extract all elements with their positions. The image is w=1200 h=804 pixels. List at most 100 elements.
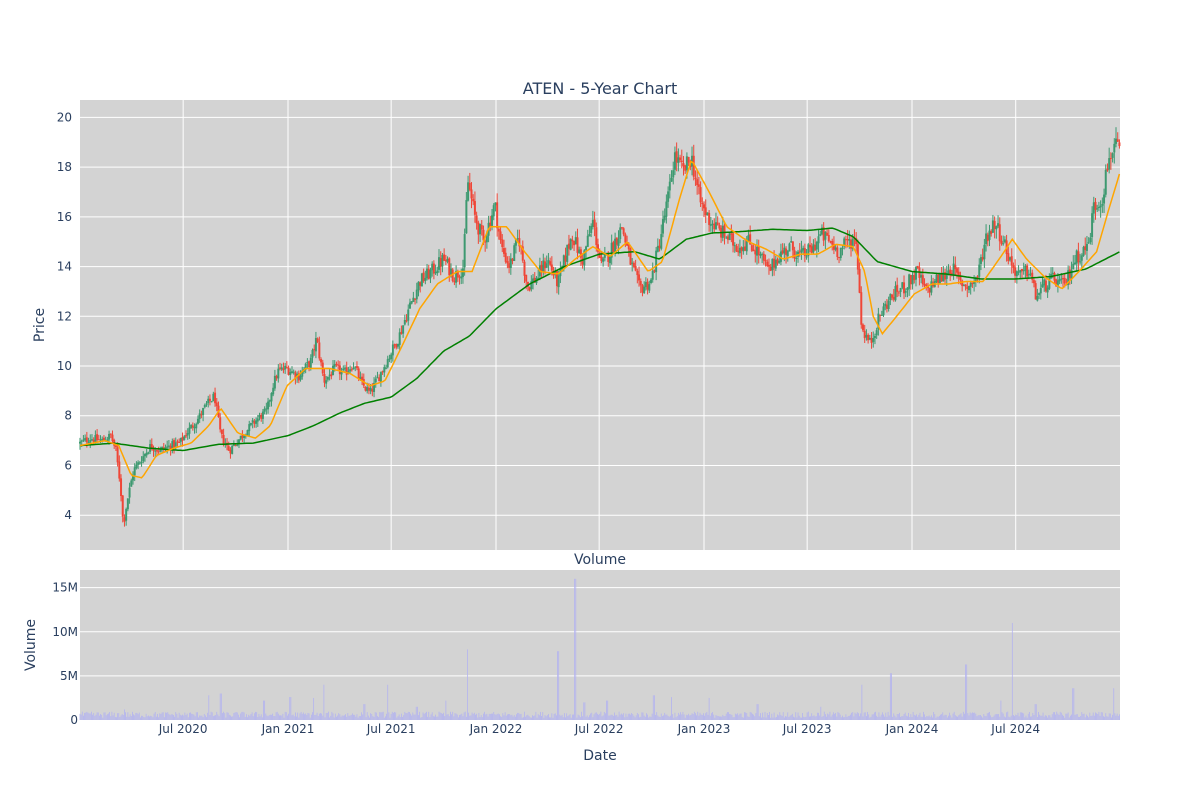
volume-bar-290	[410, 713, 411, 720]
volume-bar-121	[217, 714, 219, 720]
volume-bar-574	[733, 717, 735, 720]
volume-bar-29	[112, 715, 114, 720]
volume-bar-469	[614, 712, 615, 720]
volume-bar-214	[323, 684, 325, 720]
volume-bar-661	[832, 712, 834, 720]
volume-bar-541	[696, 715, 697, 720]
candle-body-119	[282, 368, 285, 371]
candle-82	[219, 413, 222, 433]
volume-bar-665	[837, 711, 839, 720]
candle-body-366	[704, 207, 707, 216]
candle-338	[656, 238, 659, 253]
volume-bar-145	[244, 716, 246, 720]
volume-bar-791	[981, 716, 982, 720]
candle-477	[894, 281, 897, 302]
candle-556	[1029, 266, 1032, 277]
volume-bar-373	[504, 712, 506, 720]
candle-581	[1072, 255, 1075, 270]
candle-389	[744, 238, 747, 252]
candle-body-354	[684, 165, 687, 171]
volume-bar-175	[279, 715, 280, 720]
candle-body-74	[205, 403, 208, 405]
candle-body-55	[173, 440, 176, 448]
volume-bar-149	[249, 715, 251, 720]
candle-545	[1010, 248, 1013, 274]
volume-bar-414	[551, 713, 553, 720]
volume-bar-359	[488, 713, 490, 720]
candle-body-340	[660, 234, 663, 249]
candle-body-447	[843, 238, 846, 247]
volume-bar-314	[437, 716, 439, 720]
x-tick-6: Jul 2023	[782, 722, 832, 736]
candle-body-232	[475, 215, 478, 224]
candle-92	[236, 439, 239, 447]
candle-305	[600, 250, 603, 264]
candle-body-204	[427, 268, 430, 280]
x-tick-7: Jan 2024	[885, 722, 939, 736]
candle-470	[882, 302, 885, 317]
volume-bar-375	[506, 714, 508, 720]
candle-body-219	[453, 280, 456, 283]
volume-bar-807	[999, 716, 1001, 720]
volume-bar-92	[184, 712, 186, 720]
volume-bar-313	[436, 716, 438, 720]
volume-bar-118	[214, 715, 215, 720]
candle-403	[767, 258, 770, 275]
candle-79	[214, 387, 217, 407]
volume-bar-640	[809, 716, 810, 720]
volume-bar-296	[416, 706, 418, 720]
volume-bar-517	[668, 716, 670, 720]
candle-219	[453, 277, 456, 286]
volume-bar-407	[543, 717, 545, 720]
volume-bar-141	[240, 713, 242, 720]
candle-body-295	[583, 250, 586, 266]
volume-bar-833	[1028, 712, 1030, 720]
candle-body-485	[908, 274, 911, 289]
candle-472	[885, 298, 888, 313]
volume-bar-587	[748, 717, 750, 720]
candle-370	[711, 220, 714, 234]
volume-bar-689	[864, 712, 866, 720]
candle-49	[162, 443, 165, 453]
candle-138	[314, 331, 317, 359]
candle-body-459	[863, 330, 866, 339]
candle-body-334	[650, 279, 653, 284]
volume-bar-197	[304, 714, 305, 720]
candle-body-588	[1084, 246, 1087, 251]
candle-body-77	[210, 401, 213, 403]
candle-88	[229, 447, 232, 459]
candle-604	[1111, 152, 1114, 163]
volume-bar-853	[1051, 714, 1053, 720]
volume-bar-391	[525, 716, 527, 720]
candle-body-109	[265, 408, 268, 410]
candle-592	[1091, 206, 1094, 245]
candle-290	[574, 231, 577, 245]
volume-bar-609	[773, 712, 775, 720]
candle-body-35	[138, 462, 141, 464]
volume-bar-448	[590, 713, 591, 720]
volume-bar-325	[450, 711, 451, 720]
candle-body-90	[232, 444, 235, 446]
volume-bar-115	[210, 711, 212, 720]
volume-bar-663	[835, 712, 837, 720]
candle-body-182	[390, 354, 393, 360]
volume-y-tick-1: 5M	[60, 669, 78, 683]
candle-body-146	[328, 374, 331, 376]
candle-203	[426, 263, 429, 281]
candle-289	[573, 240, 576, 251]
volume-bar-467	[611, 714, 613, 720]
x-tick-labels: Jul 2020 Jan 2021 Jul 2021 Jan 2022 Jul 2022…	[158, 722, 1040, 736]
volume-bar-70	[159, 713, 161, 720]
volume-bar-859	[1058, 714, 1060, 720]
candle-254	[513, 243, 516, 262]
candle-body-379	[726, 236, 729, 240]
candle-167	[364, 386, 367, 392]
volume-bar-686	[861, 684, 863, 720]
candle-286	[567, 234, 570, 256]
volume-bar-618	[783, 717, 785, 720]
candle-body-397	[757, 246, 760, 255]
volume-bar-423	[561, 714, 563, 720]
candle-150	[335, 361, 338, 367]
candle-8	[92, 437, 95, 445]
volume-bar-203	[310, 714, 312, 720]
